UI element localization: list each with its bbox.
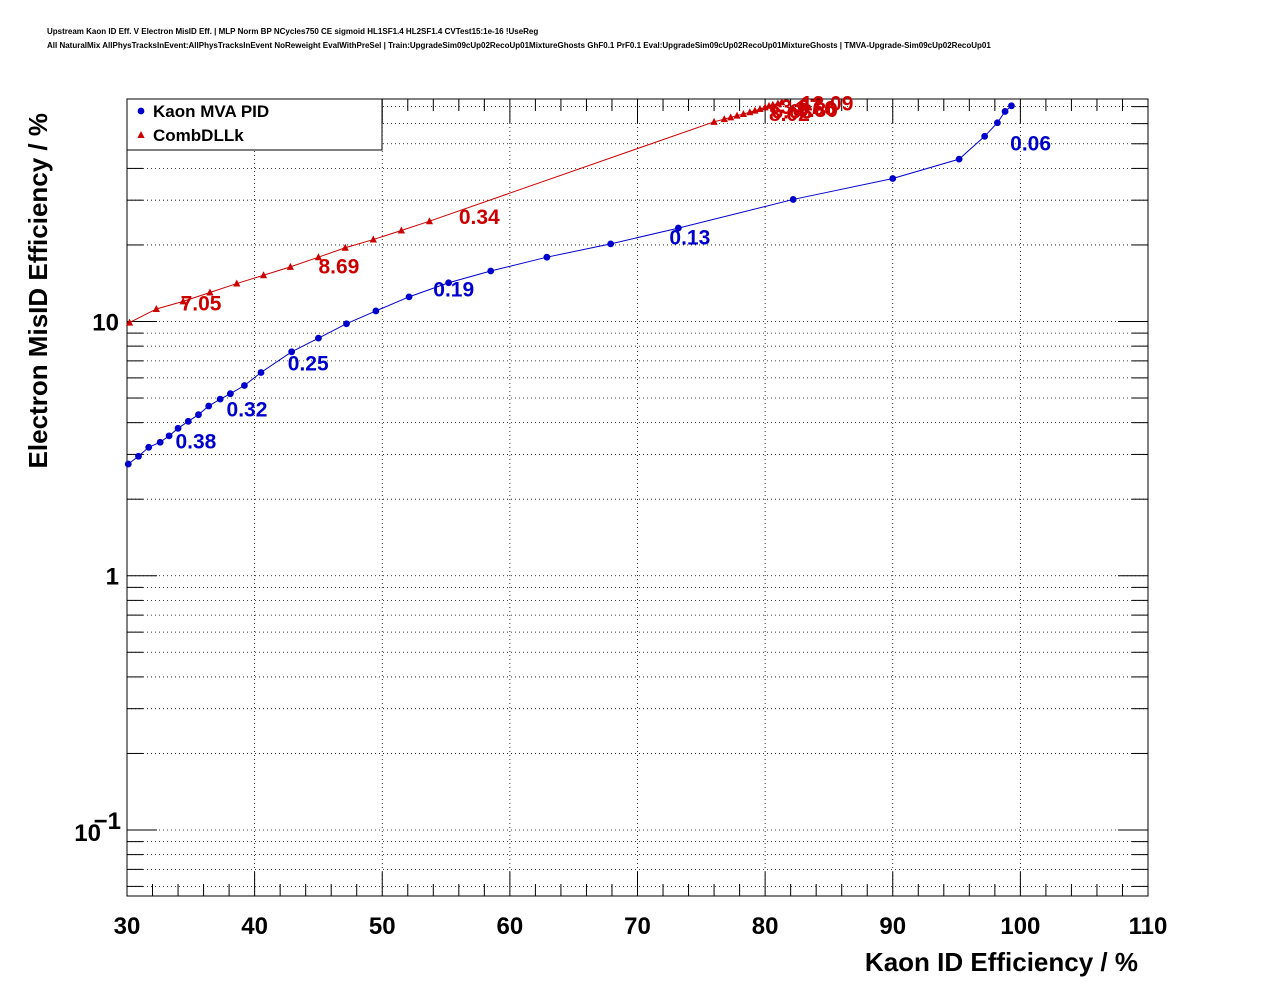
data-label: 8.69 — [318, 256, 359, 279]
grid — [127, 99, 1148, 896]
data-point — [241, 382, 248, 389]
data-point — [206, 288, 214, 296]
x-tick-label: 50 — [369, 913, 396, 940]
legend: Kaon MVA PID CombDLLk — [126, 98, 383, 151]
data-label: 0.34 — [459, 206, 500, 229]
legend-marker-combdllk — [137, 131, 145, 138]
x-tick-label: 30 — [114, 913, 141, 940]
data-label: 0.38 — [175, 431, 216, 454]
legend-label-combdllk: CombDLLk — [153, 126, 244, 145]
legend-marker — [137, 107, 145, 115]
y-tick-label: 10 — [92, 309, 119, 336]
x-tick-label: 90 — [879, 913, 906, 940]
data-label: 0.06 — [1010, 133, 1051, 156]
data-point — [1001, 108, 1009, 115]
data-point — [233, 279, 241, 287]
data-point — [257, 369, 265, 376]
data-point — [981, 132, 989, 140]
series-layer: 0.38 0.32 0.25 0.19 0.13 0.06 7.05 8.69 0.34 6.63… — [124, 93, 1051, 468]
plot-frame — [126, 98, 1149, 897]
data-point — [720, 115, 728, 123]
data-point — [205, 402, 213, 410]
data-point — [259, 271, 268, 279]
data-label: 9.80 — [797, 99, 838, 122]
data-point — [607, 240, 615, 248]
data-point — [288, 348, 296, 356]
legend-label-kaon-mva-pid: Kaon MVA PID — [153, 102, 269, 121]
data-point — [152, 304, 160, 312]
data-point — [195, 411, 202, 419]
data-point — [165, 432, 173, 440]
data-point — [156, 438, 164, 446]
data-point — [425, 217, 434, 225]
data-point — [369, 235, 377, 243]
data-label: 0.25 — [288, 352, 329, 375]
x-tick-label: 70 — [624, 913, 651, 940]
data-point — [543, 253, 551, 261]
legend-marker — [137, 131, 145, 138]
data-point — [710, 117, 718, 125]
data-point — [145, 443, 153, 451]
data-point — [674, 224, 682, 232]
data-point — [487, 267, 495, 275]
data-point — [226, 390, 234, 398]
chart-title-line-2: All NaturalMix AllPhysTracksInEvent:AllP… — [47, 41, 991, 50]
chart-title-line-1: Upstream Kaon ID Eff. V Electron MisID E… — [47, 27, 539, 36]
y-tick-label: 1 — [106, 564, 119, 591]
x-tick-label: 80 — [752, 913, 779, 940]
data-point — [125, 318, 134, 326]
data-point — [372, 307, 380, 315]
data-label: 12.09 — [801, 93, 854, 116]
y-tick-label-exponent: −1 — [94, 808, 121, 835]
data-point — [184, 417, 192, 425]
data-point — [124, 460, 132, 468]
data-point — [733, 111, 741, 119]
data-label: 0.32 — [227, 398, 268, 421]
data-point — [174, 424, 182, 432]
data-point — [445, 279, 453, 287]
data-point — [889, 175, 897, 182]
data-point — [135, 452, 142, 460]
data-label: 0.19 — [433, 278, 474, 301]
data-point — [315, 334, 322, 342]
x-tick-label: 40 — [241, 913, 268, 940]
x-tick-label: 60 — [497, 913, 524, 940]
x-tick-label: 100 — [1000, 913, 1040, 940]
data-point — [789, 196, 797, 203]
axis-ticks — [126, 99, 1149, 896]
data-label: 6.63 — [772, 101, 813, 124]
legend-box — [126, 98, 383, 151]
data-point — [405, 293, 413, 301]
data-point — [341, 243, 349, 251]
x-tick-label: 110 — [1129, 913, 1168, 940]
series-kaon-mva-pid: 0.38 0.32 0.25 0.19 0.13 0.06 — [124, 102, 1051, 468]
y-axis-title: Electron MisID Efficiency / % — [23, 113, 53, 468]
data-point — [778, 98, 786, 106]
legend-marker-kaon-mva-pid — [137, 107, 145, 115]
data-point — [1008, 102, 1015, 110]
data-point — [397, 226, 405, 234]
data-label: 8.02 — [769, 103, 810, 126]
data-label: 0.13 — [669, 226, 710, 249]
data-label: 3.37 — [780, 96, 821, 119]
data-point — [179, 297, 187, 305]
data-point — [955, 155, 963, 163]
data-point — [994, 119, 1001, 127]
x-axis-title: Kaon ID Efficiency / % — [865, 947, 1138, 977]
data-label: 7.05 — [181, 292, 222, 315]
data-point — [286, 262, 294, 270]
data-point — [314, 253, 323, 261]
data-point — [739, 109, 748, 117]
data-point — [343, 320, 350, 328]
data-point — [216, 395, 224, 403]
y-tick-label: 10 — [74, 820, 101, 847]
data-label: -1.66 — [788, 97, 836, 120]
data-point — [727, 113, 735, 121]
